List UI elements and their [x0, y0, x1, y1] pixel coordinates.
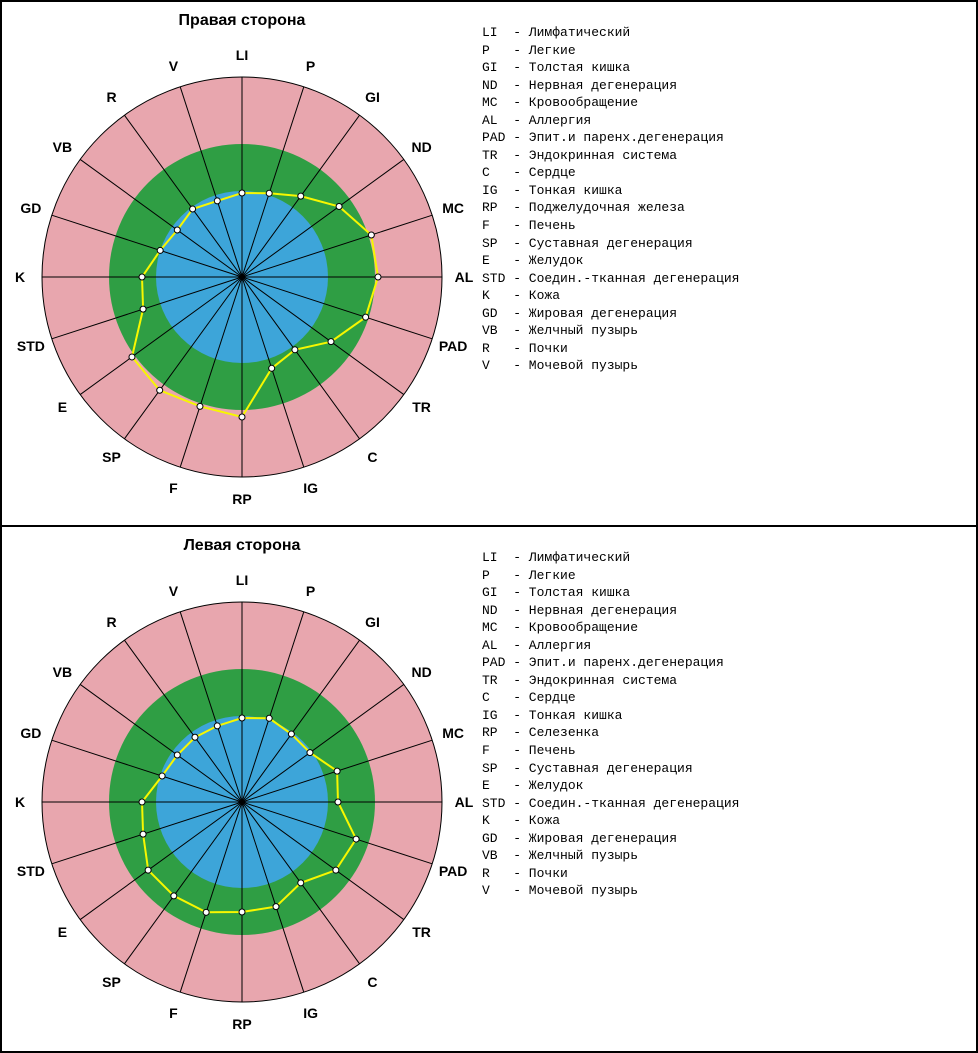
axis-label: VB [53, 664, 72, 680]
axis-label: GI [365, 89, 380, 105]
axis-label: IG [303, 1005, 318, 1021]
axis-label: C [367, 449, 377, 465]
axis-label: K [15, 269, 25, 285]
axis-label: LI [236, 572, 248, 588]
axis-label: AL [455, 269, 474, 285]
legend-left: LI - Лимфатический P - Легкие GI - Толст… [482, 549, 739, 900]
axis-label: F [169, 480, 178, 496]
axis-label: GD [20, 200, 41, 216]
axis-label: P [306, 583, 315, 599]
axis-label: GI [365, 614, 380, 630]
axis-label: LI [236, 47, 248, 63]
axis-label: GD [20, 725, 41, 741]
axis-label: TR [412, 399, 431, 415]
axis-label: C [367, 974, 377, 990]
axis-label: P [306, 58, 315, 74]
axis-label: K [15, 794, 25, 810]
axis-label: SP [102, 449, 121, 465]
axis-label: MC [442, 200, 464, 216]
legend-right: LI - Лимфатический P - Легкие GI - Толст… [482, 24, 739, 375]
axis-label: STD [17, 338, 45, 354]
axis-label: TR [412, 924, 431, 940]
panel-right-side: Правая сторона LIPGINDMCALPADTRCIGRPFSPE… [2, 2, 976, 527]
axis-label: F [169, 1005, 178, 1021]
axis-label: RP [232, 491, 251, 507]
axis-label: AL [455, 794, 474, 810]
axis-label: ND [411, 664, 431, 680]
axis-label: E [58, 399, 67, 415]
axis-label: RP [232, 1016, 251, 1032]
axis-label: MC [442, 725, 464, 741]
axis-label: V [169, 58, 178, 74]
axis-label: V [169, 583, 178, 599]
axis-label: PAD [439, 863, 468, 879]
axis-label: IG [303, 480, 318, 496]
page-container: Правая сторона LIPGINDMCALPADTRCIGRPFSPE… [0, 0, 978, 1053]
axis-label: STD [17, 863, 45, 879]
axis-label: R [106, 89, 116, 105]
axis-label: ND [411, 139, 431, 155]
axis-label: VB [53, 139, 72, 155]
axis-label: E [58, 924, 67, 940]
axis-label: R [106, 614, 116, 630]
axis-label: SP [102, 974, 121, 990]
axis-label: PAD [439, 338, 468, 354]
panel-left-side: Левая сторона LIPGINDMCALPADTRCIGRPFSPES… [2, 527, 976, 1052]
